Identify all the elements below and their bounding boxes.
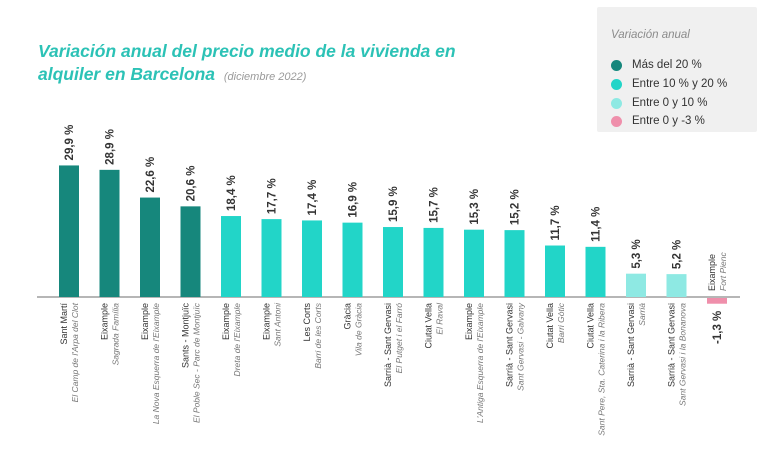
tick-label-district: Sarrià - Sant Gervasi <box>667 303 677 387</box>
tick-label-neighborhood: Sant Pere, Sta. Caterina i la Ribera <box>597 303 607 436</box>
bar <box>626 273 646 297</box>
tick-label-district: Sant Martí <box>59 303 69 345</box>
tick-label-district: Sarrià - Sant Gervasi <box>505 303 515 387</box>
bar <box>464 229 484 297</box>
data-label: 15,9 % <box>388 186 400 222</box>
data-label: 22,6 % <box>145 157 157 193</box>
tick-label-neighborhood: Barri de les Corts <box>313 302 323 368</box>
tick-label-neighborhood: Sant Antoni <box>273 302 283 347</box>
data-label: 20,6 % <box>186 166 198 202</box>
tick-label-neighborhood: El Poble Sec - Parc de Montjuïc <box>192 302 202 423</box>
legend-item-0-to-10: Entre 0 y 10 % <box>611 95 707 111</box>
tick-label-neighborhood: Sant Gervasi - Galvany <box>516 302 526 391</box>
tick-label-district: Ciutat Vella <box>586 303 596 349</box>
chart-title: Variación anual del precio medio de la v… <box>38 40 508 89</box>
tick-label-district: Eixample <box>221 303 231 340</box>
tick-label-neighborhood: Sant Gervasi i la Bonanova <box>678 303 688 406</box>
legend-swatch <box>611 78 622 90</box>
data-label: 5,3 % <box>631 239 643 268</box>
bar <box>504 230 525 297</box>
tick-label-district: Les Corts <box>302 303 312 342</box>
tick-label-neighborhood: Dreta de l'Eixample <box>232 303 242 377</box>
tick-label-district: Sarrià - Sant Gervasi <box>383 303 393 387</box>
data-label: 11,7 % <box>550 205 562 240</box>
legend-label: Entre 10 % y 20 % <box>632 78 728 90</box>
tick-label-neighborhood: La Nova Esquerra de l'Eixample <box>151 303 161 424</box>
data-label: 29,9 % <box>64 125 76 161</box>
data-label: -1,3 % <box>712 311 724 344</box>
bar <box>666 274 687 297</box>
tick-label-district: Eixample <box>140 303 150 340</box>
tick-label-district: Eixample <box>464 303 474 340</box>
data-label: 11,4 % <box>591 207 603 242</box>
tick-label-district: Sants - Montjuïc <box>181 303 191 369</box>
bar <box>261 219 282 297</box>
tick-label-district: Eixample <box>100 303 110 340</box>
legend-label: Entre 0 y -3 % <box>632 115 705 127</box>
tick-label-district: Ciutat Vella <box>545 303 555 349</box>
tick-label-district: Ciutat Vella <box>424 303 434 349</box>
bar <box>545 245 565 297</box>
legend-swatch <box>611 97 622 109</box>
tick-label-district: Sarrià - Sant Gervasi <box>626 303 636 387</box>
chart-title-text: Variación anual del precio medio de la v… <box>38 41 456 84</box>
bar <box>140 197 160 297</box>
data-label: 15,3 % <box>469 189 481 225</box>
data-label: 17,4 % <box>307 180 319 216</box>
legend-swatch <box>611 59 622 71</box>
tick-label-neighborhood: Fort Pienc <box>718 252 728 291</box>
legend-panel: Variación anual Más del 20 % Entre 10 % … <box>597 7 757 132</box>
tick-label-neighborhood: Sarrià <box>637 303 647 326</box>
legend-swatch <box>611 115 622 127</box>
legend-label: Más del 20 % <box>632 59 702 71</box>
tick-label-neighborhood: L'Antiga Esquerra de l'Eixample <box>475 303 485 423</box>
bar <box>707 298 727 304</box>
tick-label-neighborhood: Sagrada Família <box>111 303 121 366</box>
bar <box>302 220 322 297</box>
bar <box>383 227 403 297</box>
data-label: 17,7 % <box>267 178 279 214</box>
tick-label-district: Eixample <box>262 303 272 340</box>
bar <box>59 165 79 297</box>
legend-item-above-20: Más del 20 % <box>611 57 702 73</box>
tick-label-neighborhood: El Putget i el Farró <box>394 303 404 374</box>
tick-label-neighborhood: El Camp de l'Arpa del Clot <box>70 302 80 402</box>
bar <box>221 216 241 297</box>
data-label: 15,7 % <box>429 187 441 223</box>
data-label: 18,4 % <box>226 175 238 211</box>
data-label: 15,2 % <box>510 189 522 225</box>
legend-title: Variación anual <box>611 29 690 41</box>
data-label: 5,2 % <box>672 240 684 269</box>
bar <box>99 169 120 297</box>
data-label: 28,9 % <box>105 129 117 165</box>
tick-label-district: Gràcia <box>343 303 353 330</box>
bar <box>342 222 363 297</box>
bar <box>585 246 606 297</box>
bar <box>423 227 444 297</box>
data-label: 16,9 % <box>348 182 360 218</box>
tick-label-neighborhood: El Raval <box>435 302 445 335</box>
chart-subtitle: (diciembre 2022) <box>223 71 307 83</box>
bar <box>180 206 201 297</box>
tick-label-neighborhood: Barri Gòtic <box>556 302 566 343</box>
legend-label: Entre 0 y 10 % <box>632 97 708 109</box>
legend-item-10-to-20: Entre 10 % y 20 % <box>611 76 727 92</box>
tick-label-neighborhood: Vila de Gràcia <box>354 303 364 357</box>
legend-item-0-to-minus-3: Entre 0 y -3 % <box>611 113 705 129</box>
tick-label-district: Eixample <box>707 254 717 291</box>
